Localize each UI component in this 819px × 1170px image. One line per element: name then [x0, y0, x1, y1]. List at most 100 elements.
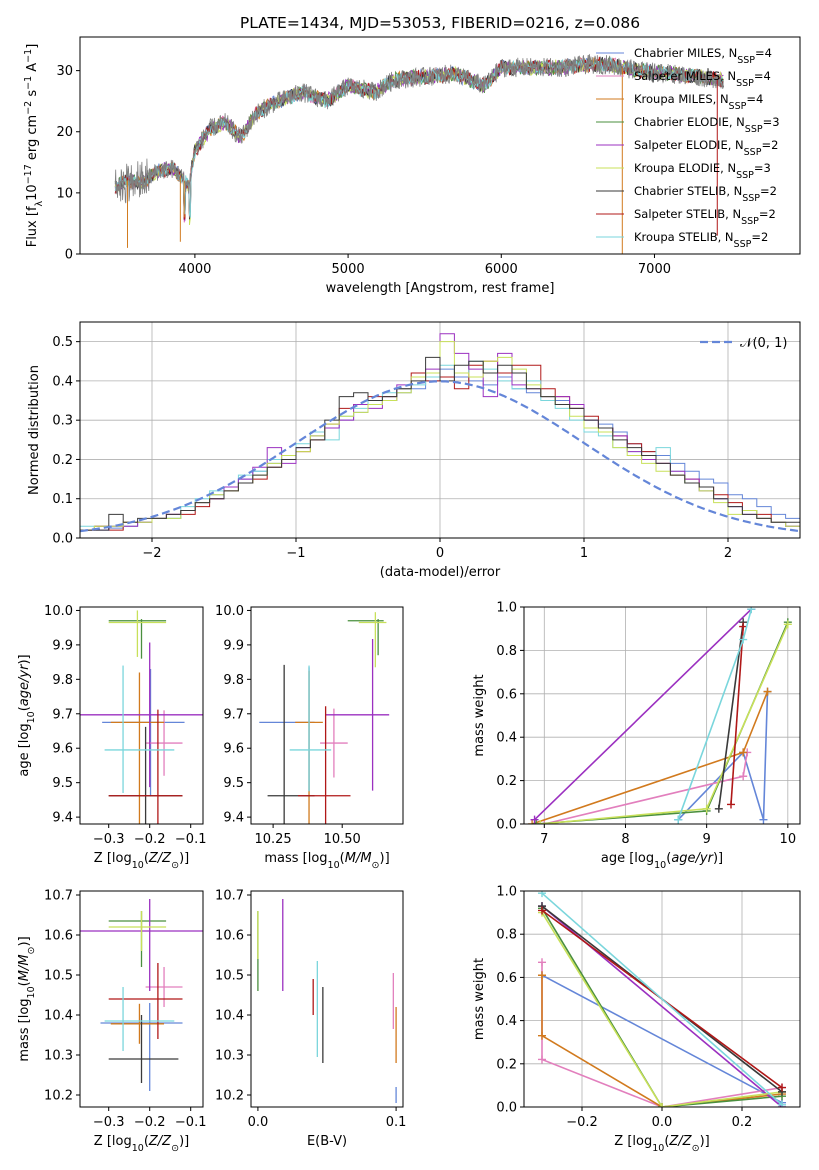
x-tick-label: −0.2 [566, 1115, 598, 1130]
mass_vs_ebv-errorbars [257, 899, 397, 1103]
label-part: )] [179, 1134, 189, 1149]
weight_vs_Z-lines [538, 891, 786, 1107]
y-tick-label: 1.0 [496, 601, 517, 616]
label-part: )] [179, 851, 189, 866]
weight-marker [540, 820, 549, 824]
label-part: ( [144, 1134, 149, 1149]
y-tick-label: 0.0 [52, 532, 73, 547]
label-part: Salpeter ELODIE, N [634, 138, 744, 152]
weight-marker [538, 1055, 546, 1064]
label-part: )] [380, 851, 390, 866]
label-part: 10 [132, 1143, 144, 1154]
weight-line [677, 691, 769, 821]
label-part: 10 [25, 184, 40, 201]
legend-entry-label: Chabrier ELODIE, NSSP=3 [634, 115, 780, 135]
label-part: 10 [652, 1143, 664, 1154]
mass_vs_ebv-frame [250, 890, 404, 1108]
y-tick-label: 0.2 [496, 1057, 517, 1072]
label-part: 10 [26, 986, 37, 998]
weight-line [541, 912, 783, 1107]
label-part: Z [log [94, 1134, 132, 1149]
y-tick-label: 10.3 [44, 1049, 73, 1064]
label-part: ⊙ [171, 860, 179, 871]
label-part: =4 [755, 46, 772, 60]
mass_vs_Z-xlabel: Z [log10(Z/Z⊙)] [94, 1134, 189, 1154]
y-tick-label: 0.8 [496, 644, 517, 659]
y-tick-label: 10.0 [44, 604, 73, 619]
label-part: s [25, 90, 40, 101]
y-tick-label: 9.7 [52, 707, 73, 722]
label-part: )] [700, 1134, 710, 1149]
legend-entry-label: Salpeter STELIB, NSSP=2 [634, 207, 776, 227]
label-part: Salpeter STELIB, N [634, 207, 741, 221]
weight-marker [674, 815, 683, 824]
y-tick-label: 9.8 [223, 673, 244, 688]
y-tick-label: 0.0 [496, 818, 517, 833]
histogram-series [80, 333, 800, 538]
label-part: M/M [345, 851, 372, 866]
x-tick-label: 10.25 [254, 832, 291, 847]
label-part: ⊙ [171, 1143, 179, 1154]
label-part: −2 [23, 101, 34, 115]
weight-marker [759, 815, 768, 824]
y-tick-label: 10.6 [44, 929, 73, 944]
label-part: (0, 1) [752, 336, 787, 351]
y-tick-label: 0.1 [52, 492, 73, 507]
label-part: =2 [760, 184, 777, 198]
x-tick-label: 9 [703, 832, 711, 847]
y-tick-label: 10.5 [215, 969, 244, 984]
weight-marker [536, 820, 545, 824]
legend-entry-label: Kroupa STELIB, NSSP=2 [634, 230, 768, 250]
label-part: SSP [736, 170, 754, 181]
label-part: =4 [746, 92, 763, 106]
mass_vs_Z-axes: −0.3 −0.2 −0.1 10.2 10.3 10.4 10.5 10.6 10.7 [44, 889, 206, 1131]
label-part: erg cm [25, 115, 40, 164]
label-part: ⊙ [692, 1143, 700, 1154]
label-part: ( [664, 1134, 669, 1149]
label-part: SSP [745, 124, 763, 135]
weight-marker [727, 800, 735, 809]
weight-marker [702, 804, 711, 813]
y-tick-label: 9.9 [223, 638, 244, 653]
age_vs_Z-xlabel: Z [log10(Z/Z⊙)] [94, 851, 189, 871]
y-tick-label: 10.2 [215, 1089, 244, 1104]
weight_vs_Z-ylabel: mass weight [472, 958, 487, 1040]
label-part: A [25, 63, 40, 76]
label-part: =3 [763, 115, 780, 129]
label-part: Chabrier ELODIE, N [634, 115, 745, 129]
label-part: Z/Z [148, 851, 172, 866]
label-part: Kroupa STELIB, N [634, 230, 734, 244]
legend-entry-label: Salpeter ELODIE, NSSP=2 [634, 138, 778, 158]
x-tick-label: 2 [724, 546, 732, 561]
x-tick-label: 0.2 [732, 1115, 753, 1130]
legend-entry-label: Kroupa ELODIE, NSSP=3 [634, 161, 771, 181]
x-tick-label: 10 [780, 832, 797, 847]
spectrum-xlabel: wavelength [Angstrom, rest frame] [326, 281, 555, 296]
residuals-ylabel: Normed distribution [27, 365, 42, 495]
x-tick-label: 6000 [485, 262, 518, 277]
weight-marker [739, 772, 748, 781]
legend-entry-label: Chabrier STELIB, NSSP=2 [634, 184, 777, 204]
label-part: SSP [729, 101, 747, 112]
normal-curve-line [80, 380, 800, 533]
label-part: SSP [741, 216, 759, 227]
weight_vs_age-xlabel: age [log10(age/yr)] [601, 851, 723, 871]
weight-marker [763, 687, 772, 696]
weight-marker [739, 748, 748, 757]
age_vs_Z-frame [79, 606, 204, 825]
y-tick-label: 9.4 [52, 811, 73, 826]
y-tick-label: 10.2 [44, 1089, 73, 1104]
weight_vs_age-frame [523, 606, 801, 825]
y-tick-label: 0.8 [496, 928, 517, 943]
mass_vs_Z-ylabel: mass [log10(M/M⊙)] [17, 936, 37, 1061]
y-tick-label: 0.6 [496, 971, 517, 986]
x-tick-label: −0.2 [134, 832, 166, 847]
residuals-frame [79, 321, 801, 539]
histogram-step-line [80, 356, 800, 538]
spectrum-frame [79, 36, 801, 255]
x-tick-label: 0.0 [248, 1115, 269, 1130]
label-part: mass [log [264, 851, 327, 866]
age_vs_Z-ylabel: age [log10(age/yr)] [17, 654, 37, 776]
y-tick-label: 9.7 [223, 707, 244, 722]
